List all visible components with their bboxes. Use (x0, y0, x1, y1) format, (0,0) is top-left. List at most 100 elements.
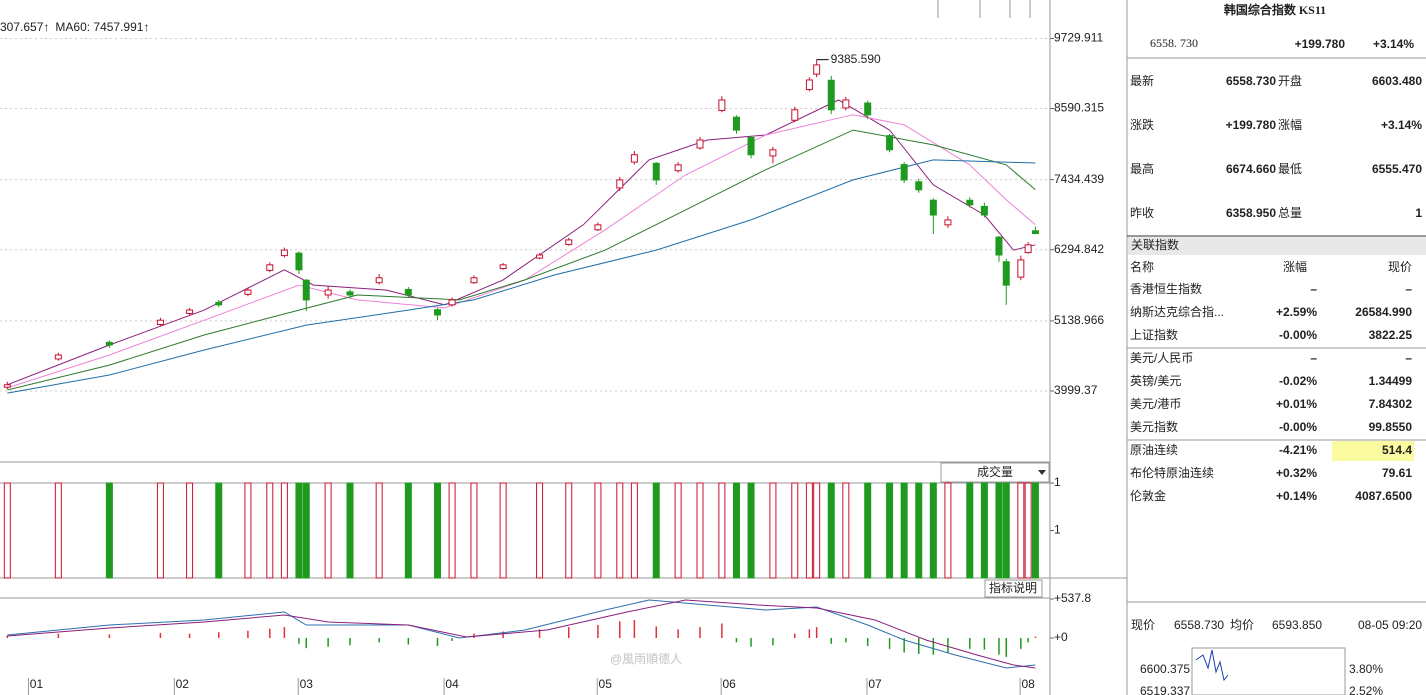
candle-body (674, 164, 682, 172)
related-price: 99.8550 (1369, 420, 1413, 434)
volume-bar (536, 482, 544, 579)
volume-bar (215, 482, 223, 579)
ma-label: 307.657↑ (0, 20, 49, 34)
candle-body (805, 79, 813, 91)
candle-body (864, 102, 872, 116)
candle-body (769, 149, 777, 157)
volume-bar (346, 482, 354, 579)
volume-bar (616, 482, 624, 579)
candle-body (732, 116, 740, 131)
related-name: 美元指数 (1130, 419, 1178, 434)
y-tick-label: 9729.911 (1054, 31, 1103, 45)
volume-bar (900, 482, 908, 579)
quote-price: 6558. 730 (1150, 36, 1198, 50)
volume-bar (966, 482, 974, 579)
related-price: – (1405, 282, 1412, 296)
volume-bar (805, 482, 813, 579)
macd-line (7, 599, 1036, 669)
ma-line (7, 159, 1036, 394)
volume-bar (813, 482, 821, 579)
volume-bar (929, 482, 937, 579)
related-change: -0.00% (1279, 328, 1317, 342)
y-tick-label: 8590.315 (1054, 101, 1104, 115)
related-change: -0.00% (1279, 420, 1317, 434)
candle-body (791, 109, 799, 121)
footer-item: 均价 (1230, 618, 1254, 632)
quote-value: 6558.730 (1226, 74, 1276, 88)
candle-body (1017, 259, 1025, 278)
volume-bar (302, 482, 310, 579)
quote-pct: +3.14% (1373, 37, 1414, 51)
quote-label: 最新 (1130, 73, 1154, 88)
related-change: +0.32% (1276, 466, 1317, 480)
volume-bar (747, 482, 755, 579)
y-tick-label: 1 (1054, 523, 1061, 537)
related-price: 514.4 (1382, 443, 1412, 457)
volume-bar (448, 482, 456, 579)
volume-bar (1002, 482, 1010, 579)
quote-change: +199.780 (1295, 37, 1346, 51)
candle-body (105, 341, 113, 346)
candle-body (470, 277, 478, 284)
candle-body (886, 135, 894, 151)
volume-bar (324, 482, 332, 579)
candle-body (346, 291, 354, 296)
candle-body (900, 164, 908, 181)
candle-body (915, 181, 923, 191)
volume-bar (186, 482, 194, 579)
ma-line (7, 129, 1036, 391)
volume-bar (696, 482, 704, 579)
volume-bar (980, 482, 988, 579)
candle-body (448, 299, 456, 306)
annotation-label: 9385.590 (831, 52, 881, 66)
candle-body (652, 162, 660, 181)
volume-bar (864, 482, 872, 579)
y-tick-label: 1 (1054, 475, 1061, 489)
candle-body (747, 136, 755, 156)
mini-chart-label: 6600.375 (1140, 662, 1190, 676)
related-name: 美元/人民币 (1130, 351, 1193, 365)
related-price: 3822.25 (1369, 328, 1413, 342)
volume-bar (295, 482, 303, 579)
footer-item: 6593.850 (1272, 618, 1322, 632)
volume-bar (54, 482, 62, 579)
candle-body (842, 99, 850, 109)
x-tick-label: 05 (599, 677, 613, 691)
mini-chart-label: 3.80% (1349, 662, 1383, 676)
y-tick-label: 6294.842 (1054, 242, 1104, 256)
volume-bar (434, 482, 441, 579)
volume-bar (944, 482, 952, 579)
mini-chart-label: 6519.337 (1140, 684, 1190, 695)
quote-label: 昨收 (1130, 206, 1154, 220)
volume-bar (915, 482, 923, 579)
quote-title: 韩国综合指数 KS11 (1224, 2, 1326, 17)
related-title: 关联指数 (1131, 237, 1179, 252)
volume-bar (470, 482, 478, 579)
candle-body (1031, 230, 1039, 235)
quote-label: 开盘 (1278, 73, 1302, 88)
quote-label: 总量 (1278, 206, 1302, 220)
related-name: 美元/港币 (1130, 397, 1181, 411)
y-tick-label: +537.8 (1054, 591, 1091, 605)
quote-value: 6674.660 (1226, 162, 1276, 176)
candle-body (827, 79, 835, 111)
quote-value: 6555.470 (1372, 162, 1422, 176)
candle-body (966, 199, 974, 206)
watermark: @風雨順德人 (610, 651, 682, 666)
candle-body (565, 239, 573, 246)
candle-body (295, 252, 303, 271)
footer-item: 6558.730 (1174, 618, 1224, 632)
quote-value: 6358.950 (1226, 206, 1276, 220)
candle-body (995, 236, 1003, 256)
column-header: 名称 (1130, 259, 1154, 274)
related-change: – (1310, 351, 1317, 365)
quote-label: 涨跌 (1130, 117, 1154, 132)
volume-bar (375, 482, 383, 579)
candle-body (813, 64, 821, 75)
footer-item: 现价 (1131, 618, 1155, 632)
quote-label: 最高 (1130, 161, 1154, 176)
related-price: 7.84302 (1369, 397, 1413, 411)
candle-body (944, 219, 952, 226)
